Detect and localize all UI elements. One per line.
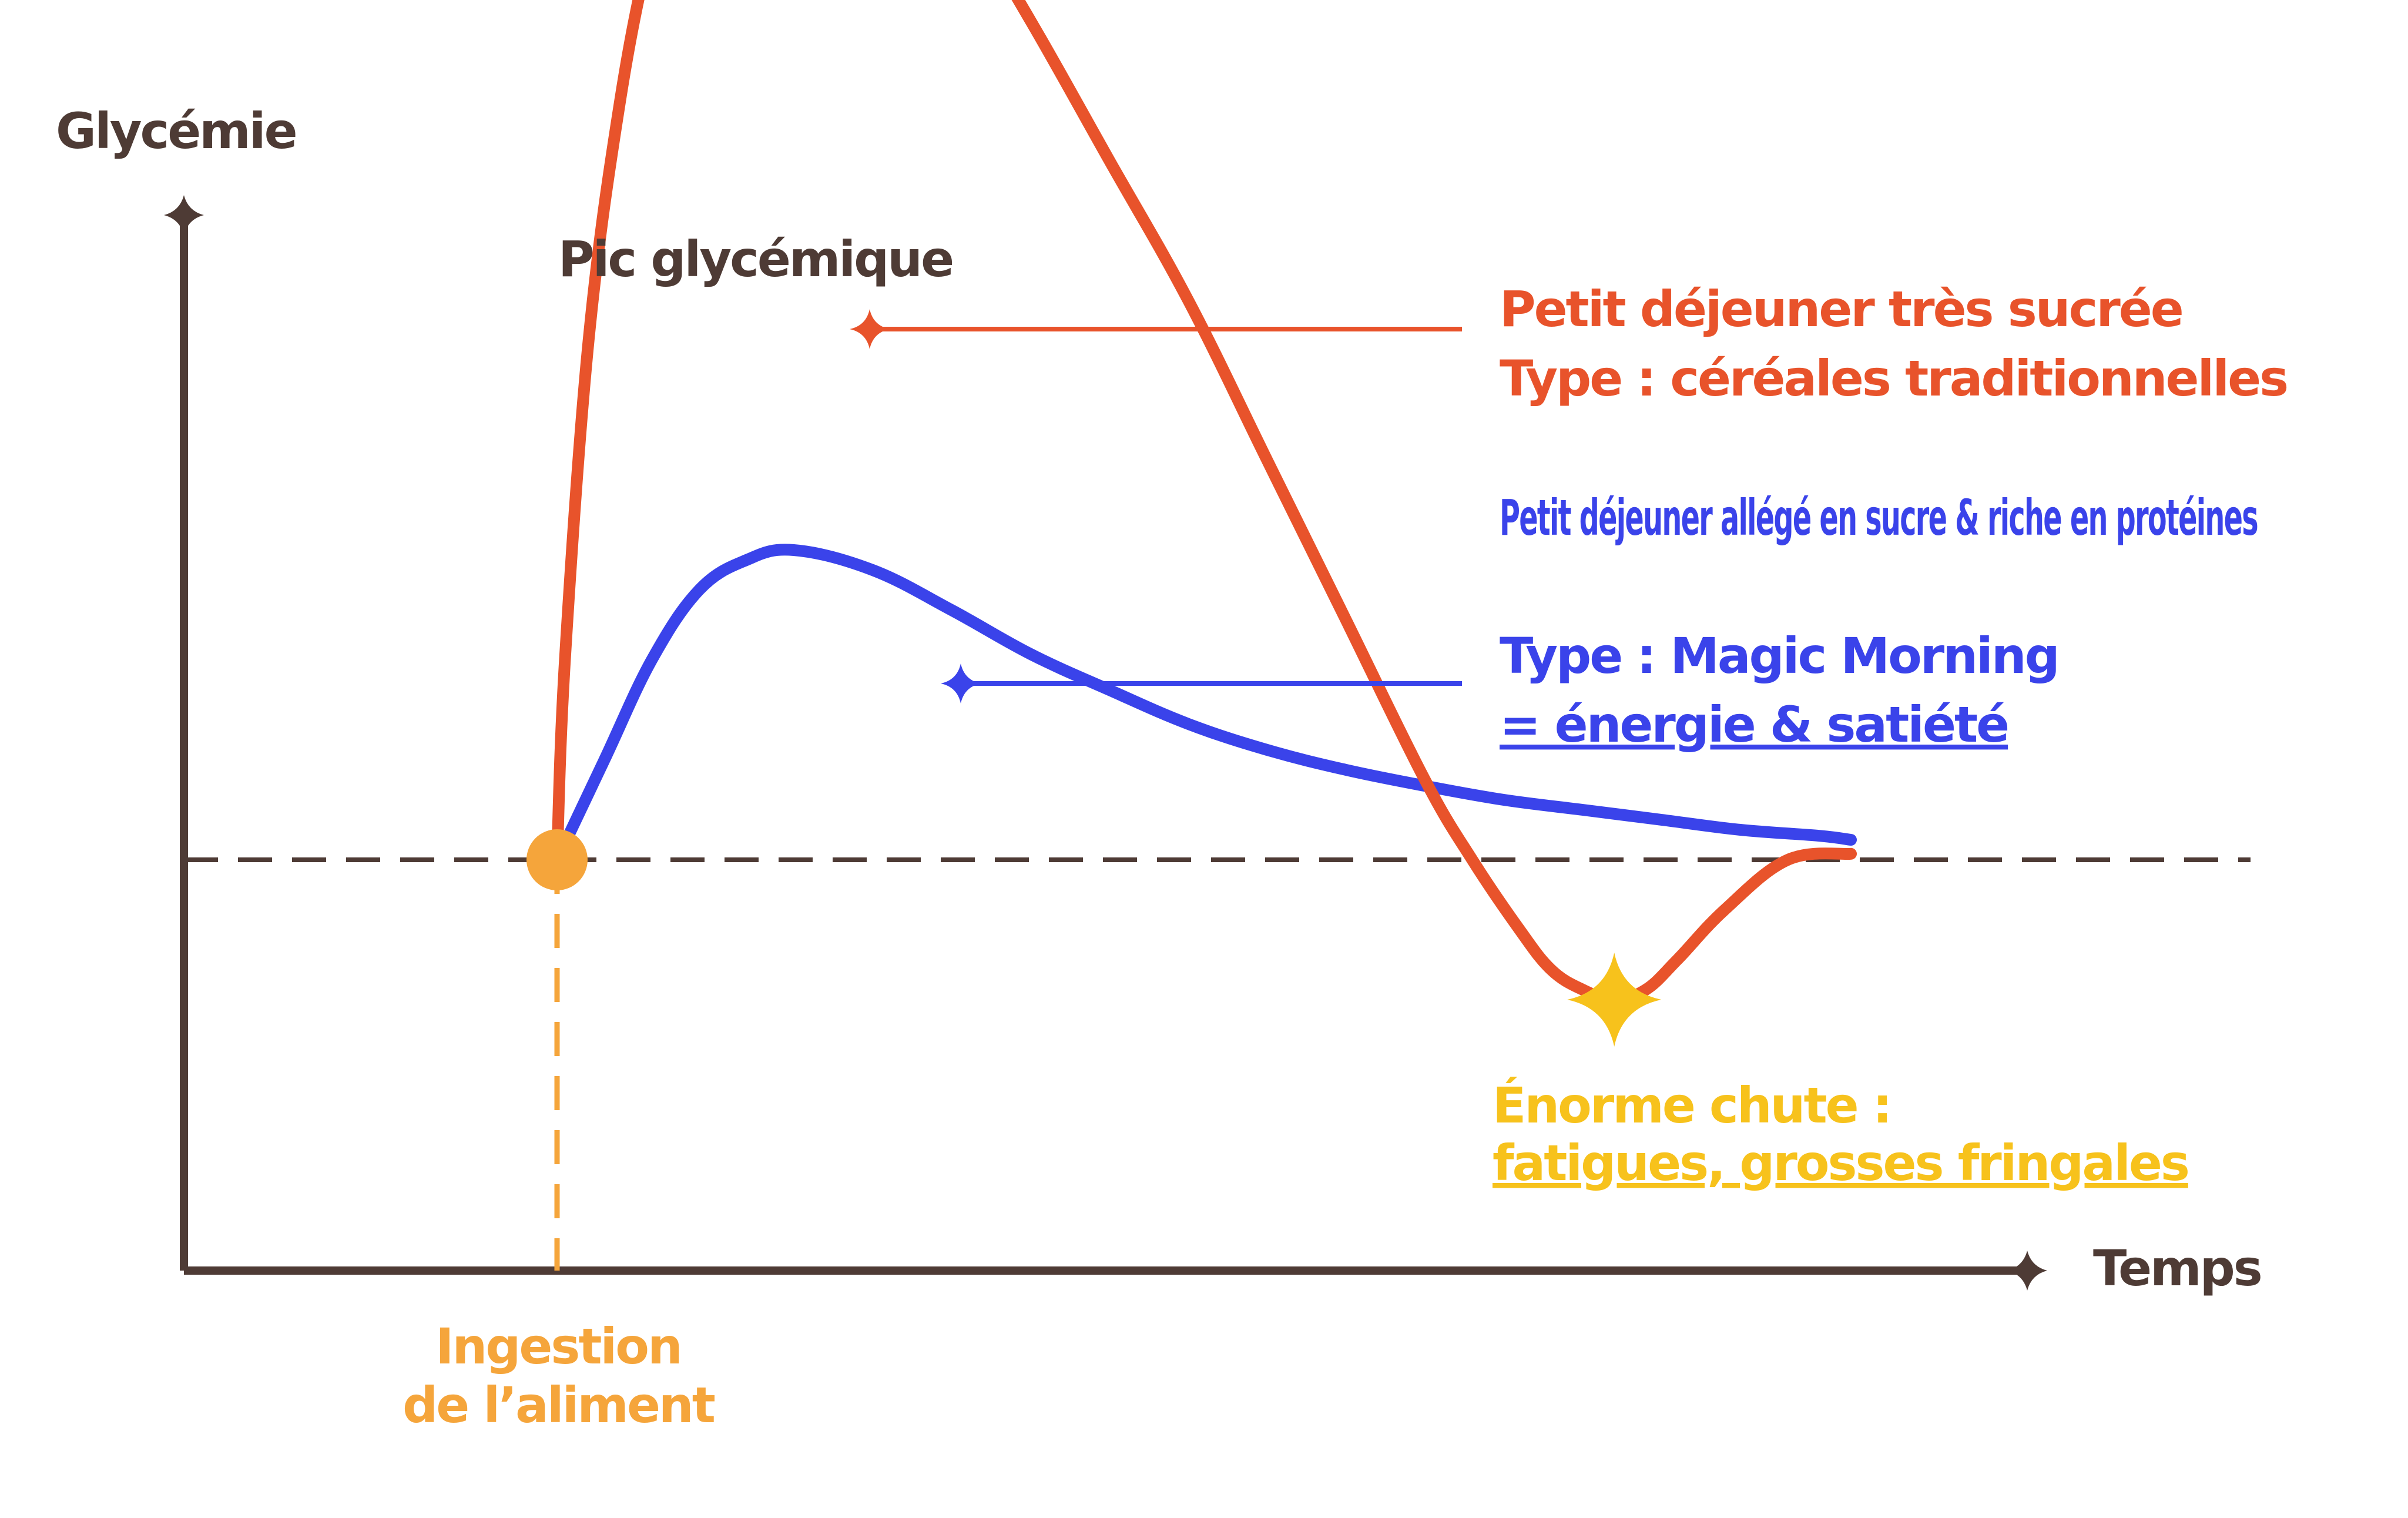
series-line-protein-breakfast [551,544,1857,866]
crash-label-line2: fatigues, grosses fringales [1493,1134,2188,1192]
x-axis-label: Temps [2093,1239,2261,1297]
legend-star-protein-icon [941,664,981,703]
peak-label: Pic glycémique [558,230,953,288]
legend-sugary-line2: Type : céréales traditionnelles [1500,350,2287,407]
crash-label-line1: Énorme chute : [1493,1077,1890,1134]
legend-star-sugary-icon [850,309,890,349]
ingestion-label-line1: Ingestion [435,1318,681,1375]
ingestion-marker [526,829,588,890]
series-line-sugary-breakfast [551,0,1857,1006]
legend-sugary-line1: Petit déjeuner très sucrée [1500,280,2182,338]
x-axis-arrow-icon [2007,1251,2047,1291]
legend-protein-line3: = énergie & satiété [1500,696,2008,753]
y-axis-arrow-icon [164,195,204,235]
ingestion-label-line2: de l’aliment [403,1376,715,1434]
y-axis-label: Glycémie [56,102,296,160]
crash-star-icon [1567,953,1662,1047]
legend-protein-line1: Petit déjeuner allégé en sucre & riche e… [1500,489,2258,547]
legend-protein-line2: Type : Magic Morning [1500,627,2058,685]
